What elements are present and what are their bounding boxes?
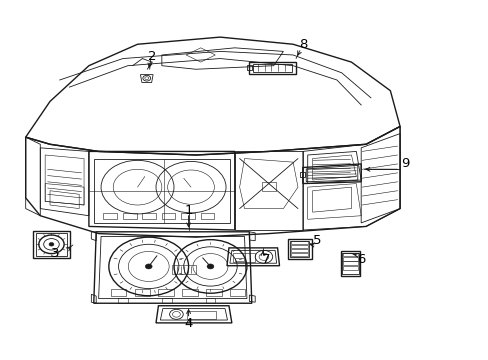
Bar [158,289,174,296]
Bar [342,252,358,274]
Text: 7: 7 [262,253,270,266]
Bar [343,252,357,256]
Bar [33,231,70,258]
Bar [290,242,307,244]
Bar [111,289,126,296]
Bar [343,257,357,261]
Bar [162,213,175,219]
Bar [340,251,360,276]
Bar [287,239,311,258]
Bar [290,253,307,256]
Bar [234,258,244,261]
Text: 1: 1 [184,204,192,217]
Bar [261,182,276,191]
Bar [118,298,127,303]
Bar [205,298,215,303]
Bar [229,289,245,296]
Text: 4: 4 [184,317,192,330]
Bar [290,245,307,248]
Text: 8: 8 [298,38,306,51]
Bar [103,213,117,219]
Text: 6: 6 [356,253,365,266]
Text: 9: 9 [400,157,408,170]
Bar [290,249,307,252]
Text: 3: 3 [51,247,59,260]
Bar [187,311,216,319]
Circle shape [49,243,54,246]
Bar [300,172,305,177]
Text: 2: 2 [147,50,156,63]
Bar [36,233,67,256]
Bar [233,253,255,262]
Bar [171,265,196,274]
Bar [343,261,357,265]
Bar [205,289,221,296]
Circle shape [206,264,213,269]
Text: 5: 5 [312,234,321,247]
Bar [134,289,150,296]
Bar [343,266,357,270]
Circle shape [145,264,152,269]
Bar [142,213,156,219]
Bar [201,213,214,219]
Bar [181,213,195,219]
Bar [246,64,251,70]
Bar [289,241,308,257]
Bar [162,298,171,303]
Bar [182,289,198,296]
Bar [122,213,136,219]
